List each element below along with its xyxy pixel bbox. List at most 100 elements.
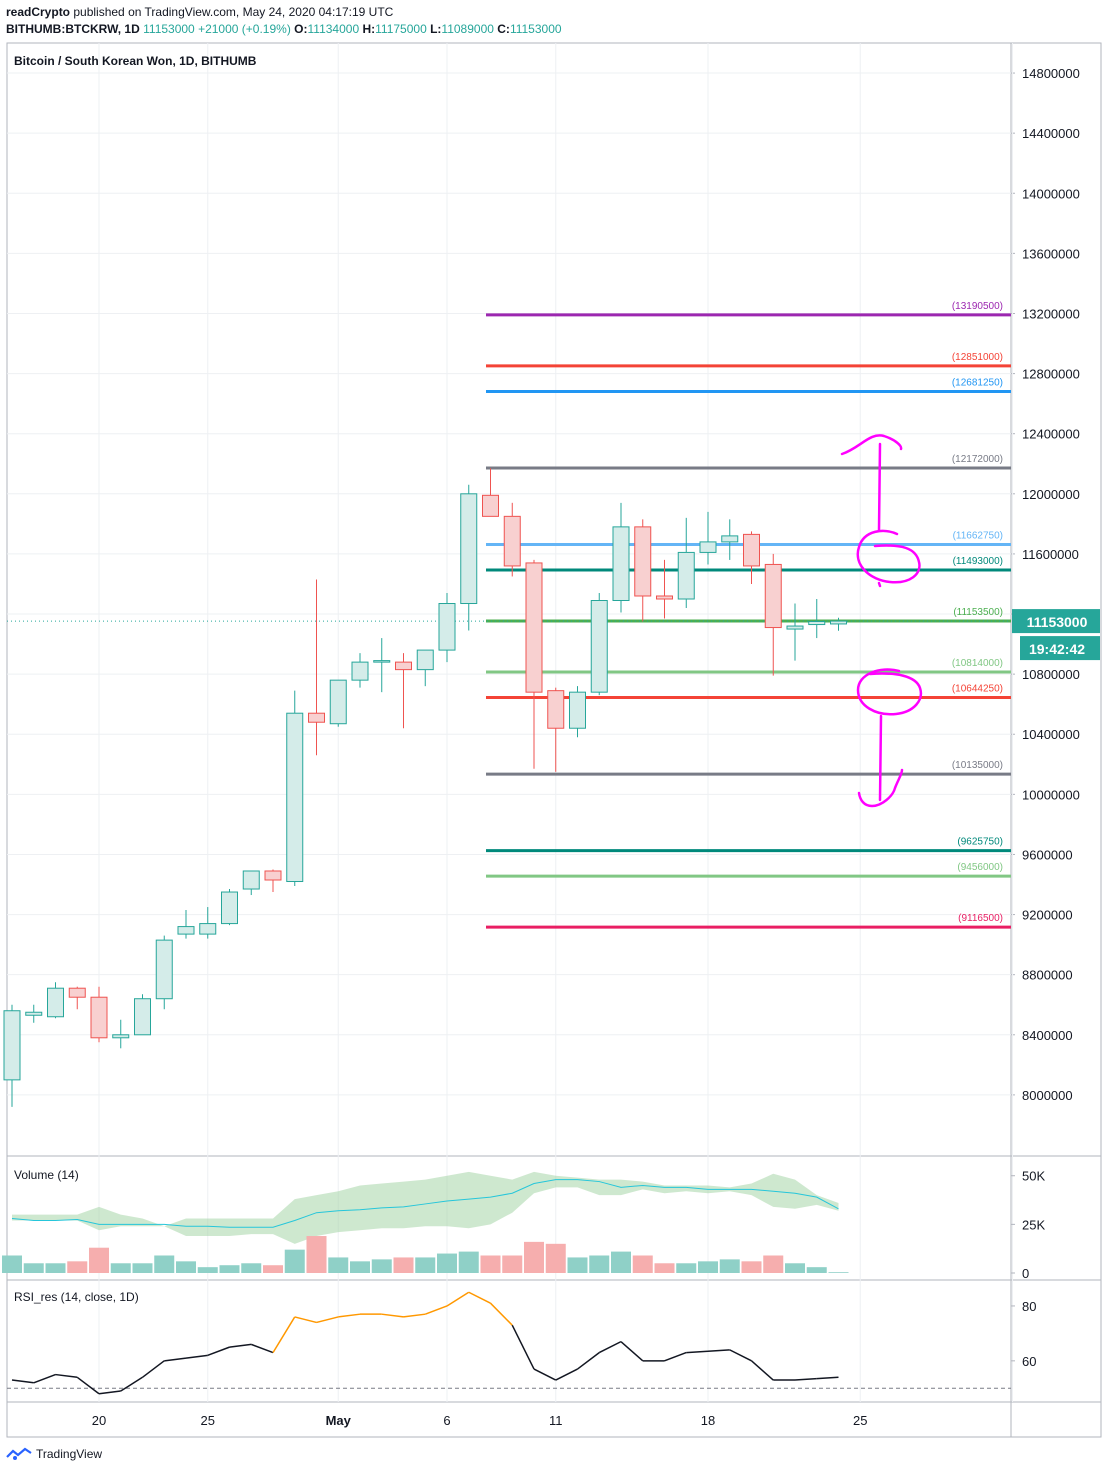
candle-body[interactable] — [221, 891, 238, 925]
rsi-line-segment — [272, 1316, 296, 1353]
volume-bar[interactable] — [828, 1272, 849, 1273]
candle-body[interactable] — [68, 987, 86, 998]
volume-bar[interactable] — [263, 1265, 283, 1273]
rsi-line-segment — [816, 1376, 839, 1380]
candle-body[interactable] — [47, 987, 64, 1018]
volume-bar[interactable] — [154, 1255, 175, 1273]
candle-body[interactable] — [308, 712, 325, 723]
time-tick-label: 25 — [853, 1413, 867, 1428]
volume-bar[interactable] — [806, 1267, 827, 1273]
volume-bar[interactable] — [480, 1255, 501, 1273]
candle-body[interactable] — [25, 1011, 43, 1016]
candle-body[interactable] — [90, 996, 108, 1039]
candle-body[interactable] — [808, 621, 826, 626]
candle-body[interactable] — [351, 661, 369, 681]
candle-body[interactable] — [438, 603, 456, 651]
publisher-name[interactable]: readCrypto — [6, 5, 71, 19]
candle-body[interactable] — [547, 690, 565, 729]
candle-body[interactable] — [112, 1034, 130, 1039]
rsi-line-segment — [555, 1368, 578, 1381]
candle-body[interactable] — [677, 551, 695, 600]
rsi-line-segment — [316, 1316, 339, 1324]
volume-bar[interactable] — [632, 1255, 653, 1273]
volume-bar[interactable] — [350, 1261, 370, 1273]
volume-bar[interactable] — [284, 1249, 305, 1273]
volume-bar[interactable] — [654, 1263, 675, 1273]
candle-body[interactable] — [155, 939, 173, 1000]
low-value: 11089000 — [441, 22, 494, 36]
volume-tick-label: 25K — [1022, 1217, 1045, 1232]
rsi-line-segment — [794, 1377, 817, 1381]
volume-bar[interactable] — [132, 1263, 153, 1273]
volume-bar[interactable] — [371, 1259, 392, 1273]
candle-body[interactable] — [656, 595, 673, 600]
volume-bar[interactable] — [415, 1257, 436, 1273]
candle-body[interactable] — [416, 649, 434, 671]
candle-body[interactable] — [743, 533, 760, 567]
volume-bar[interactable] — [676, 1263, 697, 1273]
candle-body[interactable] — [199, 923, 217, 935]
candle-body[interactable] — [329, 679, 347, 725]
rsi-tick-label: 60 — [1022, 1354, 1036, 1369]
candle-body[interactable] — [525, 562, 543, 693]
volume-bar[interactable] — [437, 1253, 457, 1273]
volume-bar[interactable] — [306, 1236, 327, 1273]
volume-bar[interactable] — [611, 1251, 631, 1273]
candle-body[interactable] — [177, 926, 195, 935]
candle-body[interactable] — [786, 625, 804, 630]
price-tick-label: 13200000 — [1022, 306, 1080, 321]
volume-bar[interactable] — [89, 1247, 109, 1273]
candle-body[interactable] — [699, 541, 717, 553]
price-tick-label: 10400000 — [1022, 727, 1080, 742]
tradingview-brand[interactable]: TradingView — [36, 1447, 103, 1461]
volume-bar[interactable] — [741, 1261, 762, 1273]
volume-band — [12, 1171, 839, 1244]
price-tick-label: 11600000 — [1022, 547, 1079, 562]
candle-body[interactable] — [286, 712, 304, 883]
rsi-line-segment — [533, 1368, 557, 1381]
candle-body[interactable] — [764, 563, 782, 629]
volume-bar[interactable] — [2, 1255, 22, 1273]
volume-bar[interactable] — [545, 1243, 566, 1273]
candle-body[interactable] — [721, 535, 739, 543]
candle-body[interactable] — [482, 494, 499, 517]
rsi-line-segment — [98, 1390, 121, 1395]
volume-bar[interactable] — [589, 1255, 610, 1273]
volume-bar[interactable] — [502, 1255, 523, 1273]
candle-body[interactable] — [395, 661, 412, 671]
candle-body[interactable] — [134, 998, 151, 1036]
volume-bar[interactable] — [197, 1267, 218, 1273]
candle-body[interactable] — [373, 660, 391, 663]
volume-bar[interactable] — [698, 1261, 718, 1273]
time-tick-label: May — [326, 1413, 352, 1428]
candle-body[interactable] — [3, 1010, 21, 1081]
rsi-line-segment — [338, 1313, 361, 1318]
volume-bar[interactable] — [67, 1261, 88, 1273]
candle-body[interactable] — [634, 526, 652, 597]
candle-body[interactable] — [590, 600, 608, 693]
price-tick-label: 12000000 — [1022, 487, 1080, 502]
symbol: BITHUMB:BTCKRW, 1D — [6, 22, 140, 36]
volume-bar[interactable] — [23, 1263, 44, 1273]
candle-body[interactable] — [503, 515, 521, 567]
volume-bar[interactable] — [45, 1263, 66, 1273]
volume-bar[interactable] — [176, 1261, 196, 1273]
volume-bar[interactable] — [719, 1259, 740, 1273]
volume-bar[interactable] — [241, 1263, 262, 1273]
volume-bar[interactable] — [110, 1263, 131, 1273]
candle-body[interactable] — [612, 526, 630, 602]
volume-bar[interactable] — [393, 1257, 414, 1273]
volume-bar[interactable] — [785, 1263, 805, 1273]
volume-bar[interactable] — [763, 1255, 784, 1273]
candle-body[interactable] — [569, 691, 586, 729]
volume-bar[interactable] — [219, 1265, 240, 1273]
candle-body[interactable] — [242, 870, 260, 890]
volume-bar[interactable] — [458, 1251, 479, 1273]
volume-bar[interactable] — [567, 1257, 588, 1273]
volume-bar[interactable] — [524, 1241, 544, 1273]
candle-body[interactable] — [460, 493, 478, 605]
candle-body[interactable] — [264, 870, 282, 881]
volume-bar[interactable] — [328, 1257, 349, 1273]
candle-body[interactable] — [830, 620, 847, 625]
